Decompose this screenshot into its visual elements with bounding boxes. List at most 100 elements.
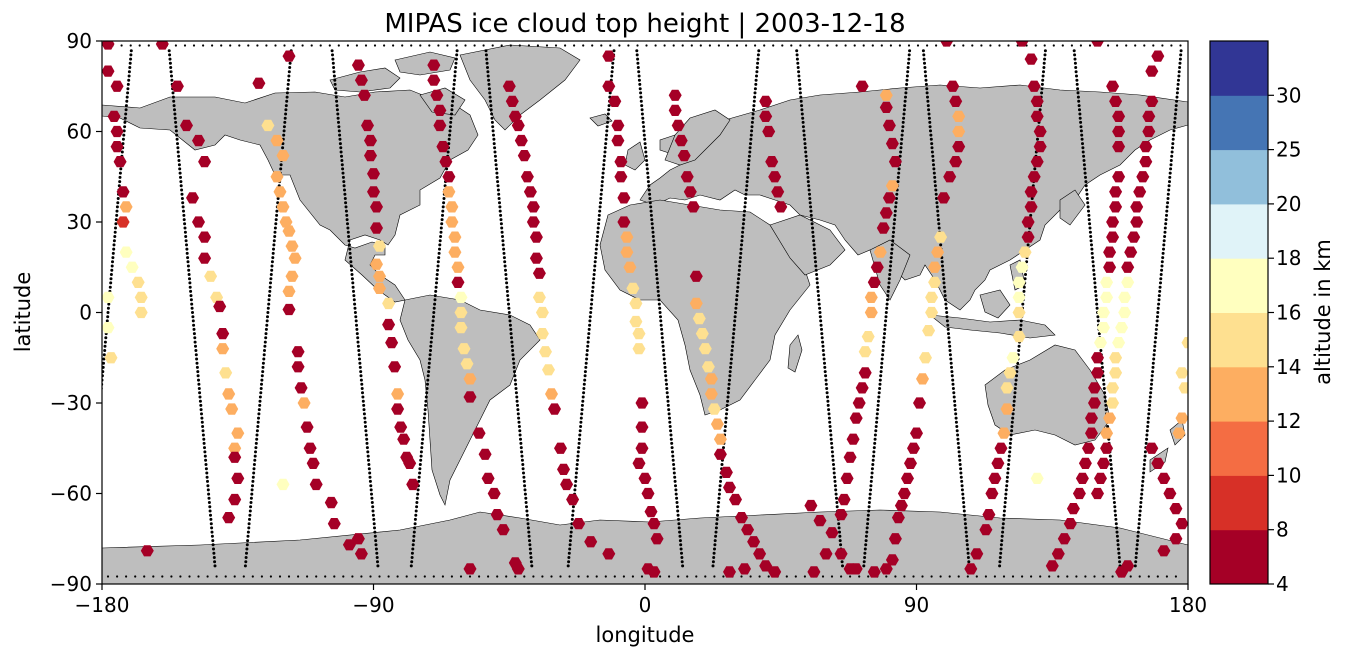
- track-dot: [1170, 154, 1174, 158]
- track-dot: [601, 171, 605, 175]
- cloud-marker: [635, 442, 649, 454]
- track-dot: [728, 378, 731, 382]
- track-dot: [677, 517, 680, 521]
- cloud-marker: [282, 303, 296, 316]
- track-dot: [1004, 496, 1008, 500]
- track-dot: [352, 298, 356, 302]
- track-dot: [1135, 547, 1139, 551]
- track-dot: [260, 374, 264, 378]
- track-dot: [887, 281, 891, 285]
- track-dot: [949, 357, 953, 361]
- track-dot: [375, 556, 379, 559]
- track-dot: [374, 539, 378, 543]
- track-dot: [1163, 226, 1167, 230]
- track-dot: [211, 543, 215, 547]
- track-dot: [935, 201, 939, 205]
- track-dot: [868, 492, 872, 496]
- track-dot: [882, 340, 886, 344]
- cloud-marker: [834, 548, 848, 560]
- track-dot: [251, 484, 254, 488]
- track-dot: [963, 513, 967, 517]
- track-dot: [532, 575, 535, 578]
- cloud-marker: [526, 216, 540, 228]
- track-dot: [948, 575, 951, 578]
- track-dot: [414, 575, 417, 578]
- track-dot: [273, 230, 277, 234]
- track-dot: [550, 575, 553, 578]
- track-dot: [574, 479, 578, 483]
- track-dot: [673, 479, 677, 483]
- track-dot: [927, 112, 931, 116]
- track-dot: [737, 277, 740, 281]
- track-dot: [611, 61, 615, 65]
- cloud-marker: [1157, 472, 1171, 484]
- track-dot: [530, 564, 534, 568]
- track-dot: [1156, 575, 1159, 578]
- track-dot: [184, 235, 188, 238]
- track-dot: [265, 323, 269, 327]
- track-dot: [963, 517, 967, 521]
- track-dot: [455, 44, 458, 47]
- cloud-marker: [1021, 231, 1035, 243]
- track-dot: [209, 517, 213, 521]
- track-dot: [654, 268, 658, 272]
- track-dot: [498, 201, 501, 205]
- track-dot: [894, 205, 898, 209]
- cloud-marker: [454, 322, 468, 334]
- track-dot: [1014, 382, 1018, 386]
- track-dot: [187, 273, 191, 276]
- track-dot: [951, 382, 955, 386]
- track-dot: [496, 184, 500, 188]
- track-dot: [1117, 551, 1121, 555]
- track-dot: [678, 530, 682, 534]
- track-dot: [1004, 492, 1008, 496]
- track-dot: [676, 509, 680, 513]
- track-dot: [578, 433, 582, 437]
- track-dot: [907, 44, 911, 47]
- track-dot: [1143, 44, 1146, 47]
- track-dot: [1179, 49, 1183, 53]
- track-dot: [209, 513, 212, 517]
- cloud-marker: [671, 119, 685, 132]
- track-dot: [725, 408, 729, 412]
- track-dot: [212, 547, 215, 551]
- cloud-marker: [454, 306, 468, 319]
- track-dot: [965, 543, 969, 547]
- track-dot: [374, 547, 378, 551]
- track-dot: [212, 551, 216, 555]
- track-dot: [191, 311, 194, 314]
- track-dot: [956, 441, 960, 445]
- track-dot: [1111, 575, 1114, 578]
- track-dot: [518, 44, 521, 47]
- cloud-marker: [367, 168, 380, 180]
- track-dot: [1169, 159, 1173, 162]
- track-dot: [97, 417, 100, 420]
- track-dot: [840, 575, 843, 578]
- track-dot: [1075, 78, 1079, 82]
- track-dot: [897, 171, 901, 175]
- track-dot: [1140, 488, 1144, 492]
- cloud-marker: [442, 186, 456, 198]
- track-dot: [189, 298, 193, 302]
- track-dot: [729, 361, 733, 365]
- x-tick-label: 0: [639, 593, 652, 617]
- track-dot: [88, 522, 91, 525]
- track-dot: [1001, 526, 1005, 530]
- track-dot: [1043, 49, 1047, 53]
- track-dot: [498, 205, 502, 209]
- track-dot: [1007, 463, 1011, 466]
- track-dot: [258, 403, 262, 407]
- track-dot: [1179, 44, 1182, 47]
- track-dot: [742, 218, 746, 222]
- cloud-marker: [445, 201, 459, 213]
- track-dot: [501, 239, 505, 243]
- track-dot: [824, 374, 828, 378]
- track-dot: [579, 416, 583, 420]
- track-dot: [849, 575, 852, 578]
- track-dot: [177, 159, 181, 162]
- track-dot: [597, 213, 601, 217]
- track-dot: [559, 575, 562, 578]
- track-dot: [283, 116, 287, 120]
- track-dot: [433, 294, 437, 298]
- track-dot: [751, 112, 755, 116]
